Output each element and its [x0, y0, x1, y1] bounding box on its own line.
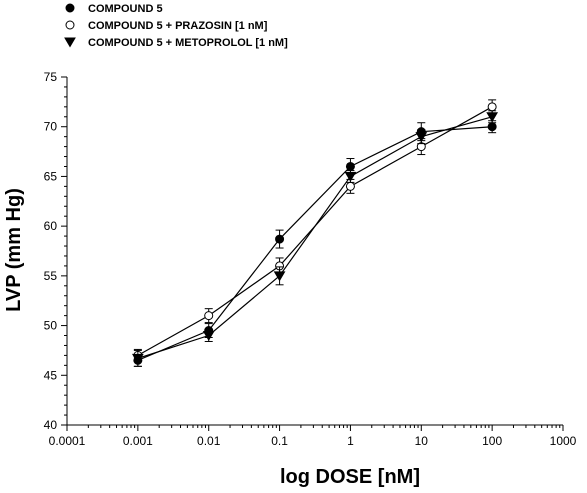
series-line [137, 116, 493, 359]
data-point [275, 234, 285, 244]
data-point [131, 353, 144, 364]
data-point [344, 171, 357, 182]
x-axis-label: log DOSE [nM] [280, 466, 420, 488]
legend: COMPOUND 5 COMPOUND 5 + PRAZOSIN [1 nM] CO… [64, 3, 288, 49]
series-2 [133, 99, 497, 362]
data-point [486, 112, 499, 123]
x-tick-label: 1 [347, 434, 354, 448]
x-tick-label: 0.1 [271, 434, 288, 448]
y-tick-label: 75 [44, 70, 58, 84]
series-1 [133, 120, 497, 367]
data-point [273, 271, 286, 282]
series-line [137, 126, 493, 361]
series-3 [131, 110, 499, 367]
legend-item-3: COMPOUND 5 + METOPROLOL [1 nM] [64, 37, 288, 49]
data-point [345, 161, 355, 171]
y-tick-label: 55 [44, 269, 58, 283]
y-tick-label: 50 [44, 319, 58, 333]
x-tick-label: 0.01 [197, 434, 221, 448]
series-line [137, 106, 493, 356]
x-tick-label: 10 [415, 434, 429, 448]
data-point [415, 132, 428, 143]
legend-marker [64, 37, 76, 48]
y-tick-label: 40 [44, 418, 58, 432]
legend-marker [65, 3, 75, 13]
data-point [487, 102, 497, 112]
x-tick-label: 0.0001 [49, 434, 86, 448]
legend-label: COMPOUND 5 + METOPROLOL [1 nM] [88, 37, 288, 49]
x-tick-label: 1000 [550, 434, 577, 448]
legend-label: COMPOUND 5 + PRAZOSIN [1 nM] [88, 20, 268, 32]
y-tick-label: 45 [44, 368, 58, 382]
y-axis-label: LVP (mm Hg) [3, 188, 25, 312]
data-point [487, 122, 497, 132]
data-point [204, 311, 214, 321]
x-tick-label: 0.001 [123, 434, 153, 448]
y-tick-label: 65 [44, 169, 58, 183]
legend-item-2: COMPOUND 5 + PRAZOSIN [1 nM] [65, 20, 268, 32]
y-tick-label: 60 [44, 219, 58, 233]
data-point [345, 181, 355, 191]
legend-item-1: COMPOUND 5 [65, 3, 163, 15]
x-tick-label: 100 [482, 434, 502, 448]
legend-marker [65, 20, 75, 30]
axes: 40 45 50 55 60 65 70 75 0.0001 0.001 0.01 0.1 1 10 100… [44, 70, 577, 448]
legend-label: COMPOUND 5 [88, 3, 163, 15]
data-point [202, 331, 215, 342]
plot-area [131, 99, 499, 367]
y-tick-label: 70 [44, 120, 58, 134]
